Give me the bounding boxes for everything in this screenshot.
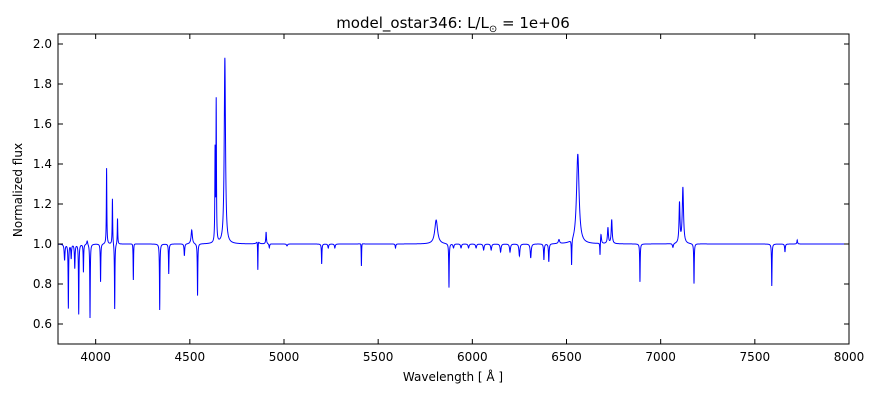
- plot-frame: [57, 33, 850, 345]
- y-tick-label: 2.0: [33, 37, 52, 51]
- y-tick-label: 1.2: [33, 197, 52, 211]
- x-tick-label: 4000: [80, 350, 111, 364]
- x-tick-label: 6500: [551, 350, 582, 364]
- y-tick-label: 0.6: [33, 317, 52, 331]
- x-tick-label: 5500: [363, 350, 394, 364]
- chart-title-prefix: model_ostar346: L/L: [336, 14, 489, 33]
- x-tick-label: 4500: [175, 350, 206, 364]
- y-tick-label: 1.0: [33, 237, 52, 251]
- x-axis-label: Wavelength [ Å ]: [403, 369, 503, 384]
- axis-ticks: 4000 4500 5000 5500 6000 6500 7000 7500 8000 0.6 0…: [33, 34, 864, 364]
- chart-title-suffix: = 1e+06: [497, 14, 570, 32]
- x-tick-label: 6000: [457, 350, 488, 364]
- y-axis-label: Normalized flux: [11, 143, 25, 237]
- x-tick-label: 7500: [740, 350, 771, 364]
- x-tick-label: 7000: [645, 350, 676, 364]
- x-tick-label: 5000: [269, 350, 300, 364]
- y-tick-label: 1.8: [33, 77, 52, 91]
- chart-title-subscript: ⊙: [489, 24, 497, 35]
- chart-title: model_ostar346: L/L⊙ = 1e+06: [336, 14, 570, 35]
- x-tick-label: 8000: [834, 350, 865, 364]
- y-tick-label: 0.8: [33, 277, 52, 291]
- plot-area: [58, 57, 849, 318]
- y-tick-label: 1.6: [33, 117, 52, 131]
- spectrum-series-line: [58, 57, 849, 318]
- y-tick-label: 1.4: [33, 157, 52, 171]
